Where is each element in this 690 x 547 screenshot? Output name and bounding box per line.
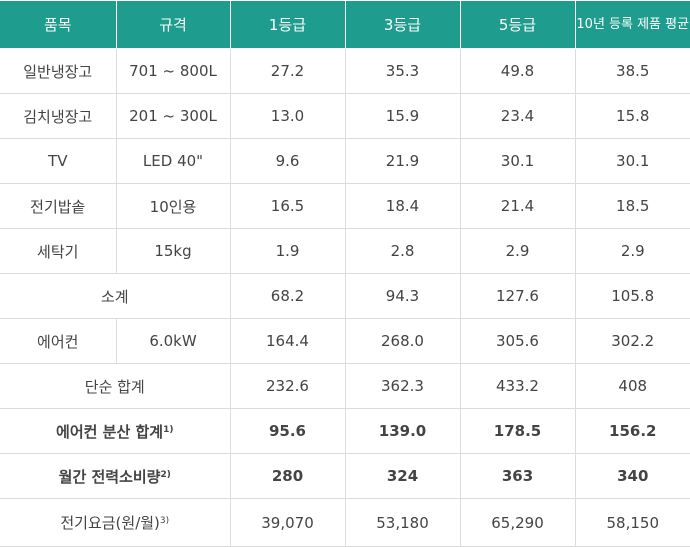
- value-cell: 21.4: [459, 183, 576, 229]
- value-cell: 2.9: [574, 228, 690, 274]
- value-cell: 23.4: [459, 93, 576, 139]
- value-cell: 127.6: [459, 273, 576, 319]
- item-cell: 전기요금(원/월)3): [0, 498, 231, 547]
- spec-cell: 201 ~ 300L: [115, 93, 231, 139]
- item-cell: TV: [0, 138, 117, 184]
- value-cell: 49.8: [459, 48, 576, 94]
- table-row: 전기요금(원/월)3) 39,070 53,180 65,290 58,150: [0, 498, 690, 547]
- value-cell: 53,180: [344, 498, 461, 547]
- value-cell: 164.4: [229, 318, 346, 364]
- item-label: 전기요금(원/월): [60, 514, 160, 532]
- value-cell: 232.6: [229, 363, 346, 409]
- table-row: 단순 합계 232.6 362.3 433.2 408: [0, 363, 690, 409]
- table-row: 일반냉장고 701 ~ 800L 27.2 35.3 49.8 38.5: [0, 48, 690, 94]
- table-row: 세탁기 15kg 1.9 2.8 2.9 2.9: [0, 228, 690, 274]
- value-cell: 156.2: [574, 408, 690, 454]
- item-cell: 전기밥솥: [0, 183, 117, 229]
- item-cell: 단순 합계: [0, 363, 231, 409]
- item-cell: 일반냉장고: [0, 48, 117, 94]
- value-cell: 363: [459, 453, 576, 499]
- value-cell: 324: [344, 453, 461, 499]
- header-cell: 5등급: [459, 0, 576, 49]
- item-cell: 월간 전력소비량2): [0, 453, 231, 499]
- spec-cell: 10인용: [115, 183, 231, 229]
- spec-cell: 6.0kW: [115, 318, 231, 364]
- value-cell: 15.8: [574, 93, 690, 139]
- item-cell: 김치냉장고: [0, 93, 117, 139]
- value-cell: 27.2: [229, 48, 346, 94]
- spec-cell: LED 40": [115, 138, 231, 184]
- value-cell: 340: [574, 453, 690, 499]
- item-label: 전기밥솥: [30, 197, 86, 216]
- value-cell: 35.3: [344, 48, 461, 94]
- value-cell: 68.2: [229, 273, 346, 319]
- value-cell: 21.9: [344, 138, 461, 184]
- spec-cell: 701 ~ 800L: [115, 48, 231, 94]
- item-cell: 에어컨: [0, 318, 117, 364]
- value-cell: 2.8: [344, 228, 461, 274]
- header-cell: 품목: [0, 0, 117, 49]
- table-row: 에어컨 분산 합계1) 95.6 139.0 178.5 156.2: [0, 408, 690, 454]
- table-body: 일반냉장고 701 ~ 800L 27.2 35.3 49.8 38.5 김치냉장고 201 …: [0, 48, 690, 547]
- header-cell: 규격: [115, 0, 231, 49]
- footnote-mark: 1): [163, 424, 174, 435]
- value-cell: 58,150: [574, 498, 690, 547]
- value-cell: 39,070: [229, 498, 346, 547]
- spec-cell: 15kg: [115, 228, 231, 274]
- table-row: 월간 전력소비량2) 280 324 363 340: [0, 453, 690, 499]
- item-label: 에어컨: [37, 332, 79, 351]
- table-row: 김치냉장고 201 ~ 300L 13.0 15.9 23.4 15.8: [0, 93, 690, 139]
- value-cell: 1.9: [229, 228, 346, 274]
- item-label: 김치냉장고: [23, 107, 93, 126]
- item-label: 소계: [100, 287, 129, 306]
- item-cell: 세탁기: [0, 228, 117, 274]
- value-cell: 16.5: [229, 183, 346, 229]
- value-cell: 18.5: [574, 183, 690, 229]
- value-cell: 2.9: [459, 228, 576, 274]
- value-cell: 362.3: [344, 363, 461, 409]
- item-cell: 소계: [0, 273, 231, 319]
- header-cell: 1등급: [229, 0, 346, 49]
- footnote-mark: 3): [159, 516, 170, 526]
- header-row: 품목 규격 1등급 3등급 5등급 10년 등록 제품 평균: [0, 0, 690, 49]
- value-cell: 30.1: [459, 138, 576, 184]
- item-label: 에어컨 분산 합계: [56, 422, 164, 441]
- value-cell: 94.3: [344, 273, 461, 319]
- item-label: TV: [48, 152, 68, 170]
- header-cell: 3등급: [344, 0, 461, 49]
- value-cell: 178.5: [459, 408, 576, 454]
- footnote-mark: 2): [160, 469, 171, 480]
- value-cell: 268.0: [344, 318, 461, 364]
- value-cell: 408: [574, 363, 690, 409]
- value-cell: 30.1: [574, 138, 690, 184]
- value-cell: 433.2: [459, 363, 576, 409]
- value-cell: 38.5: [574, 48, 690, 94]
- table-row: TV LED 40" 9.6 21.9 30.1 30.1: [0, 138, 690, 184]
- item-label: 단순 합계: [84, 377, 145, 396]
- value-cell: 13.0: [229, 93, 346, 139]
- value-cell: 65,290: [459, 498, 576, 547]
- value-cell: 302.2: [574, 318, 690, 364]
- value-cell: 280: [229, 453, 346, 499]
- item-label: 세탁기: [37, 242, 79, 261]
- table-row: 전기밥솥 10인용 16.5 18.4 21.4 18.5: [0, 183, 690, 229]
- value-cell: 139.0: [344, 408, 461, 454]
- header-cell: 10년 등록 제품 평균: [574, 0, 690, 49]
- value-cell: 105.8: [574, 273, 690, 319]
- value-cell: 305.6: [459, 318, 576, 364]
- item-label: 월간 전력소비량: [58, 467, 161, 486]
- value-cell: 95.6: [229, 408, 346, 454]
- table-row: 에어컨 6.0kW 164.4 268.0 305.6 302.2: [0, 318, 690, 364]
- item-label: 일반냉장고: [23, 62, 93, 81]
- value-cell: 9.6: [229, 138, 346, 184]
- item-cell: 에어컨 분산 합계1): [0, 408, 231, 454]
- value-cell: 18.4: [344, 183, 461, 229]
- value-cell: 15.9: [344, 93, 461, 139]
- table-row: 소계 68.2 94.3 127.6 105.8: [0, 273, 690, 319]
